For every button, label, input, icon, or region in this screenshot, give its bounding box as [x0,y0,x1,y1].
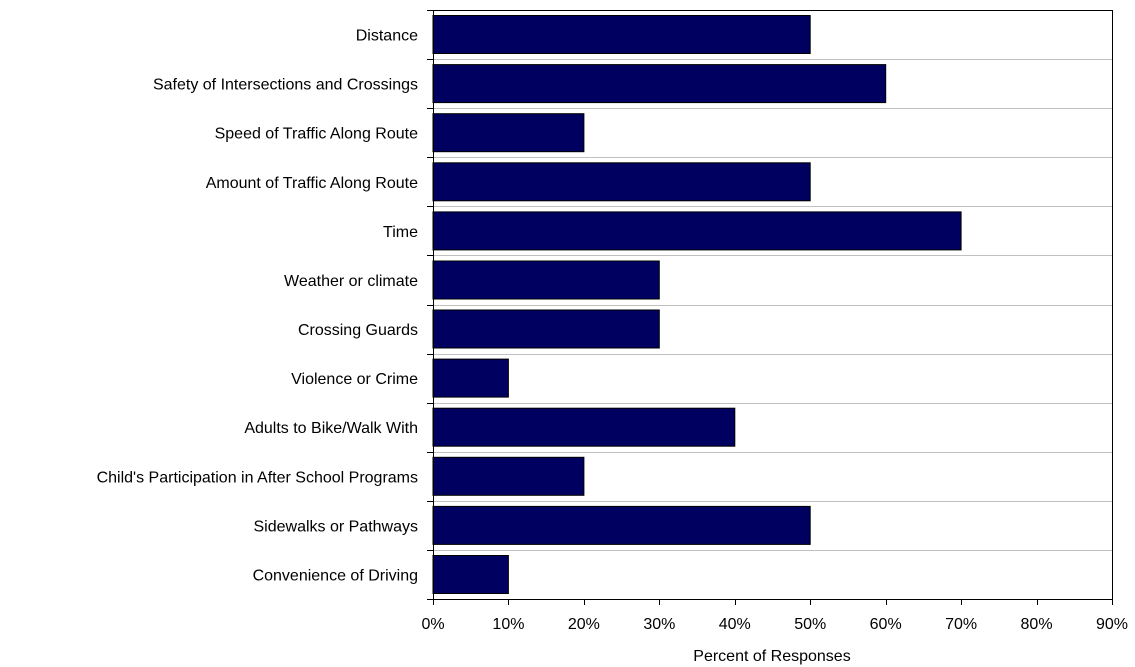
x-tick-label: 20% [568,616,600,633]
bar [432,358,509,398]
x-tick-label: 70% [945,616,977,633]
x-tick-label: 50% [794,616,826,633]
bar [432,260,660,300]
category-label: Adults to Bike/Walk With [244,420,418,437]
bar [432,15,811,54]
category-label: Amount of Traffic Along Route [206,175,418,192]
x-tick-label: 90% [1096,616,1128,633]
bar [432,64,887,104]
bar [432,211,962,251]
category-label: Crossing Guards [298,322,418,339]
bars [432,15,962,594]
category-label: Time [383,224,418,241]
bar [432,162,811,202]
category-labels: Distance Safety of Intersections and Cros… [97,28,419,585]
x-tick-label: 40% [719,616,751,633]
x-tick-labels: 0% 10% 20% 30% 40% 50% 60% 70% 80% 90% [421,616,1128,633]
x-tick-label: 60% [870,616,902,633]
gridlines [433,59,1112,551]
bar [432,407,736,447]
category-label: Safety of Intersections and Crossings [153,77,418,94]
category-label: Sidewalks or Pathways [253,518,418,535]
category-label: Distance [356,28,418,45]
x-tick-label: 10% [492,616,524,633]
x-axis-title: Percent of Responses [693,648,850,665]
bar [432,555,509,594]
category-label: Speed of Traffic Along Route [215,126,419,143]
bar [432,113,585,153]
category-label: Violence or Crime [291,371,418,388]
bar [432,505,811,545]
bar [432,456,585,496]
bar [432,309,660,349]
x-tick-label: 0% [421,616,444,633]
axes [427,10,1113,605]
category-label: Convenience of Driving [253,568,418,585]
category-label: Child's Participation in After School Pr… [97,469,418,486]
x-tick-label: 80% [1021,616,1053,633]
category-label: Weather or climate [284,273,418,290]
x-tick-label: 30% [643,616,675,633]
